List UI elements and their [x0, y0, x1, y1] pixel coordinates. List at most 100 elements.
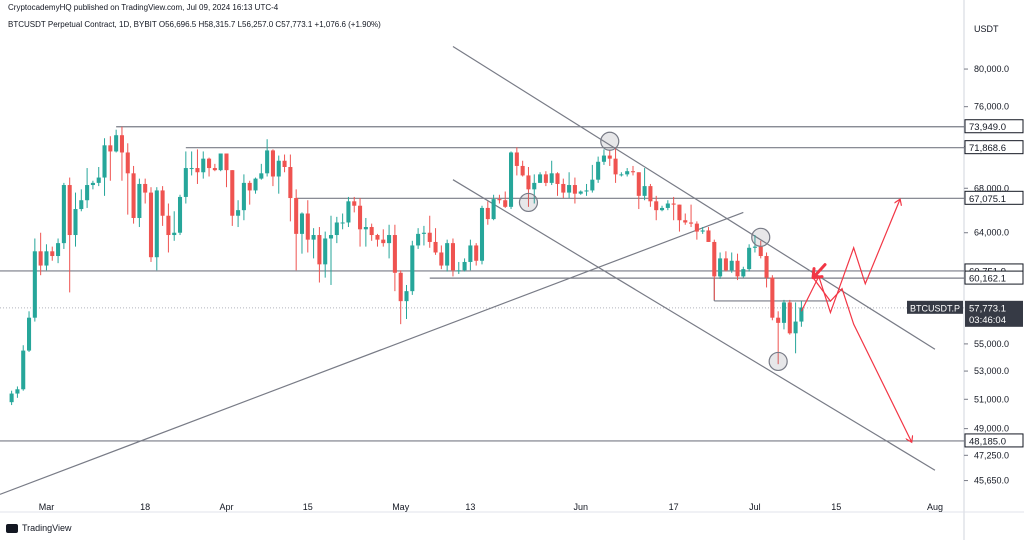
candle-body — [445, 243, 450, 266]
candle — [712, 239, 717, 300]
candle-body — [526, 175, 531, 190]
candle — [654, 195, 659, 221]
candle — [230, 170, 235, 226]
candle — [799, 301, 804, 327]
time-tick-label: Apr — [219, 502, 233, 512]
candle — [689, 204, 694, 228]
candle — [334, 216, 339, 244]
candle-body — [456, 270, 461, 272]
highlight-circle — [600, 131, 620, 151]
candle-body — [572, 185, 577, 194]
candle — [27, 311, 32, 352]
candle — [601, 149, 606, 165]
candle — [189, 151, 194, 176]
candle-body — [474, 245, 479, 261]
candle-body — [352, 201, 357, 206]
candle — [549, 160, 554, 186]
candle — [770, 275, 775, 321]
candle — [358, 198, 363, 247]
candle — [241, 174, 246, 221]
level-price-label: 73,949.0 — [969, 122, 1006, 133]
candle-body — [90, 182, 95, 186]
candle-body — [433, 241, 438, 253]
candle-body — [282, 160, 287, 167]
candle — [102, 138, 107, 196]
candle-body — [172, 232, 177, 236]
candle-body — [317, 235, 322, 265]
candle-body — [323, 238, 328, 265]
candle — [642, 168, 647, 201]
candle — [532, 174, 537, 204]
candle — [276, 155, 281, 194]
candle-body — [654, 201, 659, 211]
candle-body — [694, 223, 699, 232]
candle — [96, 166, 101, 187]
candle-body — [334, 222, 339, 236]
candle — [67, 177, 72, 293]
candle — [590, 164, 595, 193]
candle — [90, 180, 95, 190]
candle-body — [619, 174, 624, 176]
candle-body — [752, 246, 757, 248]
candle-body — [787, 302, 792, 334]
candle — [328, 215, 334, 285]
candle — [572, 177, 577, 204]
candle — [410, 240, 415, 295]
candle — [218, 153, 223, 172]
candle-body — [479, 207, 485, 261]
candle-body — [299, 213, 305, 234]
price-tick-label: 45,650.0 — [974, 476, 1009, 486]
candle — [787, 299, 792, 335]
projection-path — [800, 199, 900, 315]
bar-countdown-label: 03:46:04 — [969, 315, 1006, 326]
trend-line — [452, 179, 936, 471]
candle-body — [375, 235, 380, 240]
price-tick-label: 80,000.0 — [974, 64, 1009, 74]
candle — [677, 204, 682, 232]
candle-body — [596, 161, 601, 180]
candle-body — [613, 158, 618, 175]
candle-body — [160, 190, 165, 216]
published-info: CryptocademyHQ published on TradingView.… — [8, 3, 279, 12]
candle-body — [270, 150, 275, 177]
candle-body — [729, 260, 734, 271]
level-price-label: 60,162.1 — [969, 274, 1006, 285]
candle — [416, 228, 421, 249]
level-price-label: 48,185.0 — [969, 436, 1006, 447]
candle — [462, 258, 467, 272]
candle-body — [630, 171, 636, 173]
candle — [50, 246, 55, 261]
candle-body — [195, 168, 200, 173]
price-tick-label: 47,250.0 — [974, 450, 1009, 460]
candle — [236, 200, 241, 228]
candle-body — [265, 150, 270, 174]
candle — [758, 240, 763, 259]
candle-body — [294, 198, 299, 234]
candle-body — [555, 173, 560, 184]
candle-body — [747, 247, 752, 270]
candle-body — [21, 350, 26, 390]
time-tick-label: Jul — [749, 502, 761, 512]
price-tick-label: 55,000.0 — [974, 339, 1009, 349]
candle-body — [514, 152, 519, 166]
level-price-label-box — [964, 270, 1024, 285]
candle — [718, 252, 723, 279]
candle-body — [718, 258, 723, 277]
candle — [468, 239, 473, 271]
candle — [21, 345, 26, 391]
candle-body — [27, 317, 32, 351]
candle — [195, 149, 200, 184]
candle — [207, 157, 212, 177]
time-tick-label: Mar — [39, 502, 55, 512]
time-tick-label: Jun — [573, 502, 588, 512]
candle-body — [427, 232, 432, 242]
candle-body — [79, 200, 84, 210]
candle — [398, 270, 403, 325]
candle — [665, 200, 670, 211]
candle-body — [503, 200, 508, 207]
level-price-label-box — [964, 119, 1024, 134]
candle — [648, 183, 653, 207]
candle-body — [154, 190, 159, 258]
candle-body — [346, 201, 351, 223]
